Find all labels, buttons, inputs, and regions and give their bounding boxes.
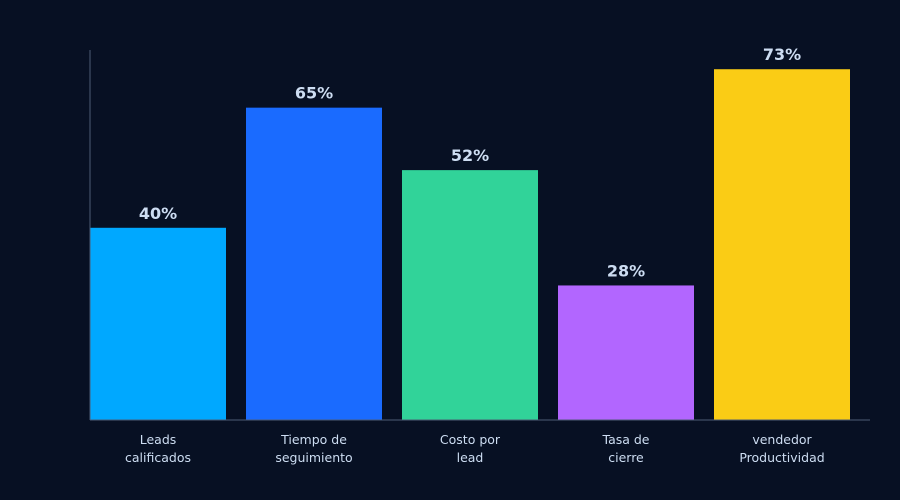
value-label-3: 52% <box>451 146 489 165</box>
bars-group <box>90 69 850 421</box>
bar-2 <box>246 107 382 420</box>
value-label-5: 73% <box>763 45 801 64</box>
x-tick-label-2: Tiempo de seguimiento <box>275 432 352 465</box>
value-labels-group: 40% 65% 52% 28% 73% <box>139 45 801 280</box>
bar-3 <box>402 170 538 420</box>
x-tick-label-3: Costo por lead <box>440 432 501 465</box>
value-label-4: 28% <box>607 261 645 280</box>
x-tick-label-5: vendedor Productividad <box>739 432 824 465</box>
value-label-2: 65% <box>295 84 333 103</box>
value-label-1: 40% <box>139 204 177 223</box>
x-tick-label-1: Leads calificados <box>125 432 191 465</box>
x-axis-tick-labels: Leads calificados Tiempo de seguimiento Cost… <box>125 432 825 465</box>
bar-5 <box>714 69 850 421</box>
bar-1 <box>90 227 226 420</box>
x-tick-label-4: Tasa de cierre <box>602 432 650 465</box>
bar-4 <box>558 285 694 420</box>
